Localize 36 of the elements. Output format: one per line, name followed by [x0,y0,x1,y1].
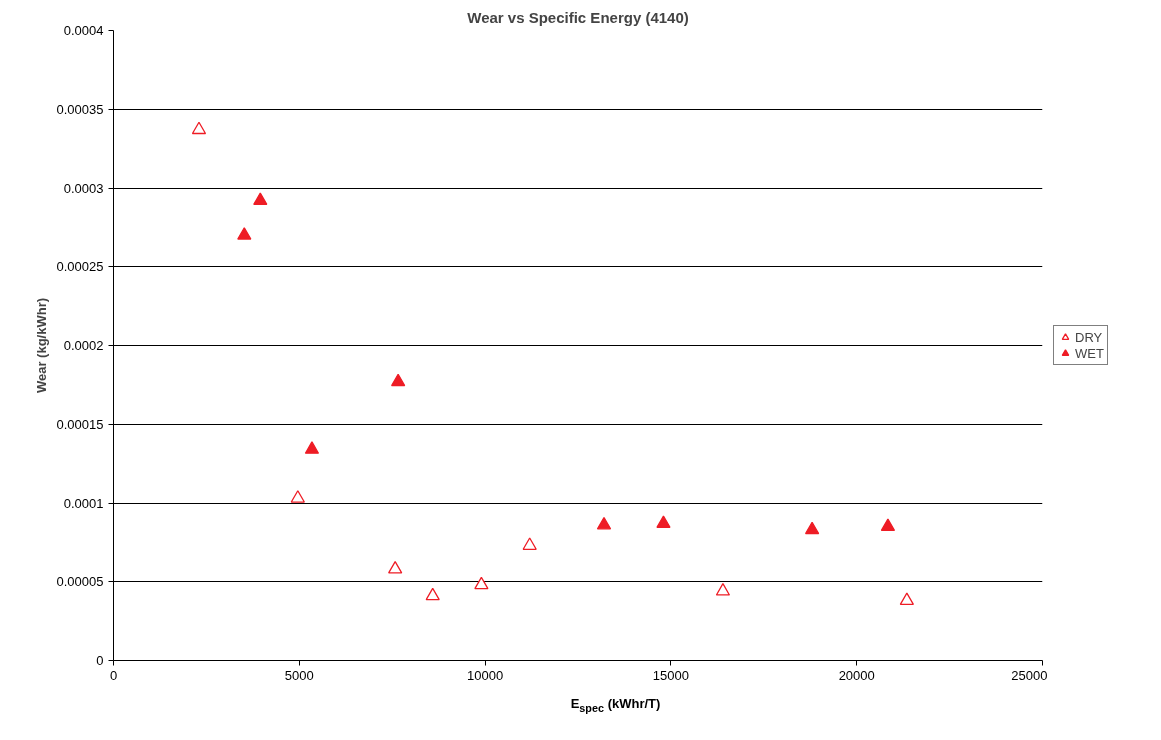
y-tick-label: 0.0001 [63,495,104,511]
point [656,515,671,528]
point [237,227,252,240]
point [804,521,820,535]
y-tick-label: 0.0002 [63,338,104,353]
x-tick-label: 5000 [284,667,314,683]
point [290,490,305,503]
point [253,192,268,205]
legend-label: WET [1075,345,1104,361]
y-tick-label: 0 [96,653,104,668]
point [715,583,731,596]
point [388,560,403,574]
y-tick-label: 0.0003 [63,180,104,196]
point [191,121,207,135]
x-tick-label: 15000 [652,667,689,683]
y-tick-label: 0.00035 [56,101,104,117]
x-axis-title: E$_{spec}$ (kWhr/T) [570,695,661,716]
point [596,516,612,530]
point [474,576,489,590]
point [425,587,440,601]
y-tick-label: 0.00015 [56,416,104,432]
point [522,537,537,550]
y-axis-title: Wear (kg/kWhr) [33,297,49,394]
x-tick-label: 25000 [1011,667,1048,683]
x-tick-label: 10000 [467,667,504,683]
legend-label: DRY [1075,329,1103,345]
y-tick-label: 0.00025 [56,259,104,275]
x-tick-label: 0 [109,667,118,683]
point [304,441,320,454]
point [391,373,406,387]
y-tick-label: 0.00005 [56,574,104,590]
point [880,518,896,532]
point [899,592,915,606]
y-tick-label: 0.0004 [63,23,104,38]
x-tick-label: 20000 [838,667,875,683]
chart-title: Wear vs Specific Energy (4140) [467,8,689,26]
